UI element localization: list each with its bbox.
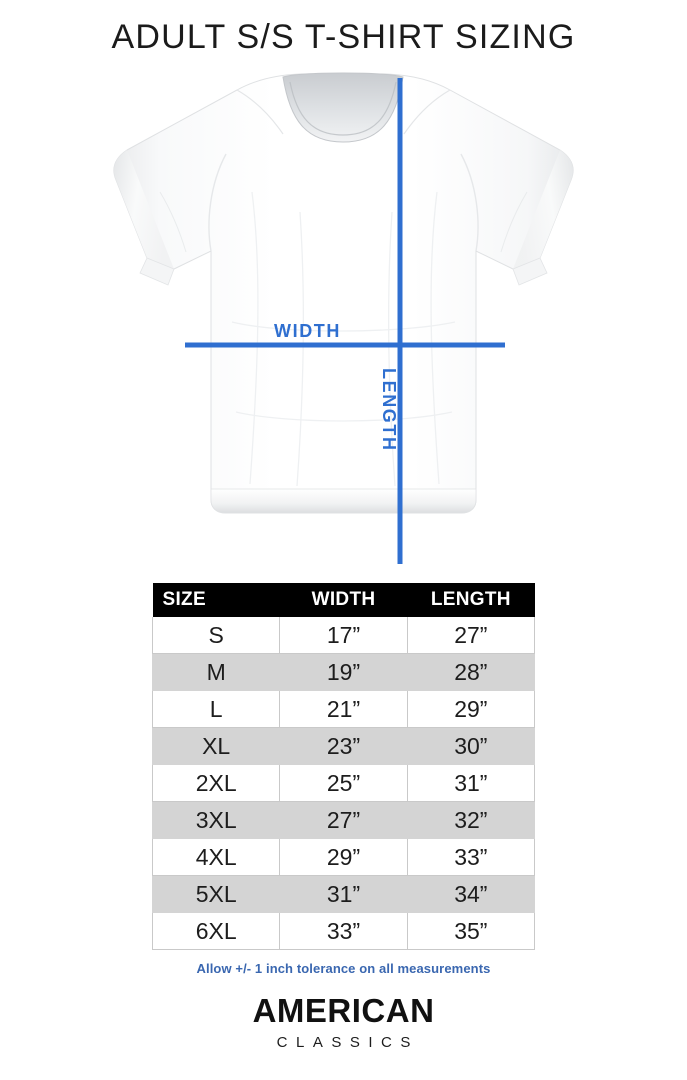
column-header-width: WIDTH [279,583,408,617]
column-header-size: SIZE [152,583,280,617]
cell-width: 25” [279,764,408,802]
size-chart-table: SIZE WIDTH LENGTH S 17” 27” M 19” 28” L … [151,583,536,950]
brand-name-primary: AMERICAN [252,992,435,1029]
length-measurement-label: LENGTH [379,368,399,452]
cell-width: 19” [279,653,408,691]
cell-width: 17” [279,617,408,654]
table-row: 4XL 29” 33” [151,838,536,876]
size-chart-body: S 17” 27” M 19” 28” L 21” 29” XL 23” 30”… [151,617,536,950]
table-row: 3XL 27” 32” [151,801,536,839]
cell-length: 33” [407,838,536,876]
table-row: XL 23” 30” [151,727,536,765]
cell-size: 4XL [151,838,281,876]
cell-width: 27” [279,801,408,839]
column-header-length: LENGTH [407,583,535,617]
cell-size: XL [151,727,281,765]
cell-length: 30” [407,727,536,765]
tshirt-svg [113,72,574,564]
table-row: 5XL 31” 34” [151,875,536,913]
cell-width: 21” [279,690,408,728]
tolerance-note: Allow +/- 1 inch tolerance on all measur… [196,961,491,976]
cell-width: 29” [279,838,408,876]
width-measurement-label: WIDTH [274,321,341,341]
cell-length: 31” [407,764,536,802]
tshirt-illustration: WIDTH LENGTH [0,72,687,572]
cell-length: 28” [407,653,536,691]
cell-size: 2XL [151,764,281,802]
cell-size: 6XL [151,912,281,950]
cell-size: 5XL [151,875,281,913]
cell-size: S [151,617,281,654]
table-row: 6XL 33” 35” [151,912,536,950]
table-header-row: SIZE WIDTH LENGTH [152,583,535,617]
table-row: S 17” 27” [151,617,536,654]
table-row: 2XL 25” 31” [151,764,536,802]
brand-logo: AMERICAN CLASSICS [0,992,687,1051]
cell-length: 27” [407,617,536,654]
cell-width: 23” [279,727,408,765]
cell-length: 32” [407,801,536,839]
cell-size: L [151,690,281,728]
cell-size: M [151,653,281,691]
page-title: ADULT S/S T-SHIRT SIZING [111,18,576,56]
cell-width: 31” [279,875,408,913]
measurement-guides [185,78,505,564]
cell-length: 35” [407,912,536,950]
cell-length: 34” [407,875,536,913]
brand-name-secondary: CLASSICS [276,1033,419,1051]
table-row: M 19” 28” [151,653,536,691]
cell-length: 29” [407,690,536,728]
cell-size: 3XL [151,801,281,839]
table-row: L 21” 29” [151,690,536,728]
cell-width: 33” [279,912,408,950]
shirt-body [113,72,574,514]
size-chart-head: SIZE WIDTH LENGTH [152,583,535,617]
